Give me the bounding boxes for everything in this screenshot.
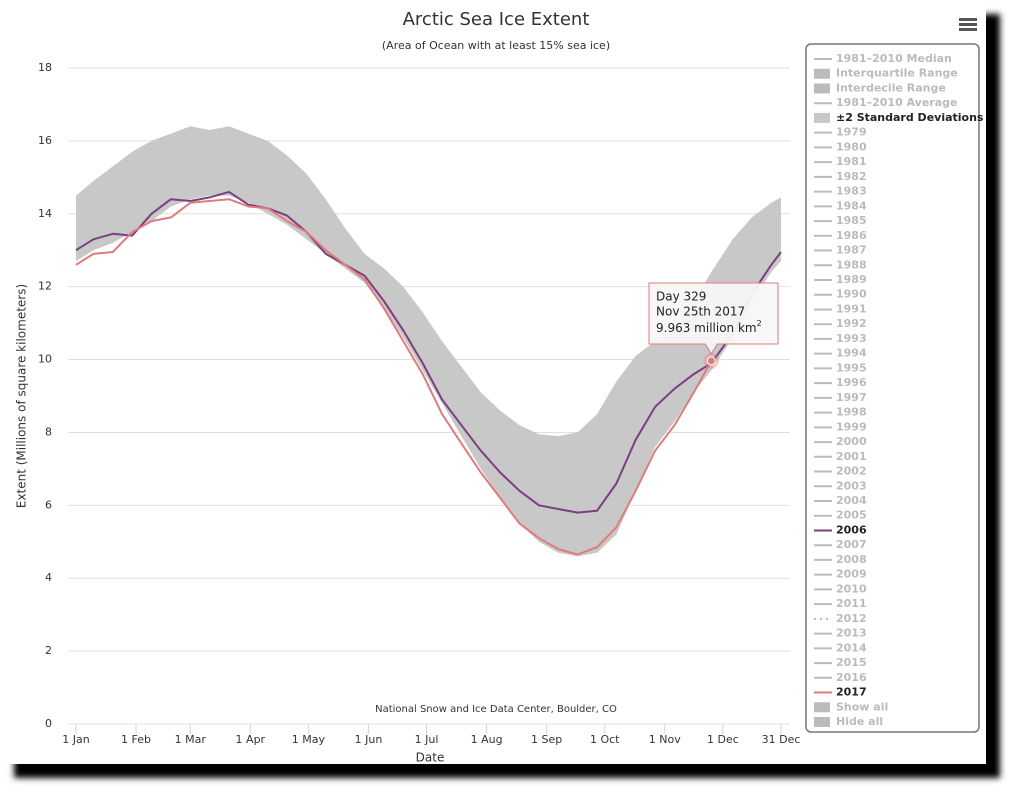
legend-button[interactable]: Hide all <box>836 715 883 728</box>
x-tick-label: 1 Apr <box>236 733 266 746</box>
x-tick-label: 1 Jan <box>62 733 89 746</box>
legend-label[interactable]: 1994 <box>836 347 867 360</box>
legend-label[interactable]: 2014 <box>836 641 867 654</box>
std-dev-band <box>76 126 781 557</box>
legend-label[interactable]: 2016 <box>836 671 867 684</box>
legend-label[interactable]: 2015 <box>836 656 867 669</box>
legend-label[interactable]: 2002 <box>836 465 867 478</box>
x-tick-label: 1 Nov <box>649 733 681 746</box>
tooltip-value: 9.963 million km2 <box>656 319 762 335</box>
x-tick-label: 1 Sep <box>531 733 562 746</box>
x-tick-label: 1 Feb <box>121 733 151 746</box>
legend-label[interactable]: 1980 <box>836 140 867 153</box>
legend-label[interactable]: 1996 <box>836 376 867 389</box>
legend-label[interactable]: 2017 <box>836 686 867 699</box>
legend-label[interactable]: 2004 <box>836 494 867 507</box>
legend-button-symbol <box>814 702 830 713</box>
y-tick-label: 14 <box>38 207 52 220</box>
legend-label[interactable]: 1981–2010 Average <box>836 96 958 109</box>
legend-label[interactable]: 2001 <box>836 450 867 463</box>
legend-label[interactable]: 1992 <box>836 317 867 330</box>
legend-label[interactable]: 1997 <box>836 391 867 404</box>
legend-label[interactable]: 2011 <box>836 597 867 610</box>
chart: Arctic Sea Ice Extent (Area of Ocean wit… <box>15 9 984 765</box>
legend-label[interactable]: 1990 <box>836 288 867 301</box>
x-tick-label: 1 Jun <box>355 733 383 746</box>
x-tick-label: 1 Dec <box>707 733 739 746</box>
legend-label[interactable]: 1984 <box>836 199 867 212</box>
legend-label[interactable]: Interquartile Range <box>836 67 958 80</box>
legend-label[interactable]: 1985 <box>836 214 867 227</box>
legend-label[interactable]: 2000 <box>836 435 867 448</box>
tooltip-date: Nov 25th 2017 <box>656 305 745 319</box>
series-line <box>75 190 782 514</box>
legend-label[interactable]: 2005 <box>836 509 867 522</box>
legend-label[interactable]: 1983 <box>836 185 867 198</box>
legend-button[interactable]: Show all <box>836 700 888 713</box>
legend-label[interactable]: 2008 <box>836 553 867 566</box>
y-tick-label: 12 <box>38 280 52 293</box>
legend-label[interactable]: 1988 <box>836 258 867 271</box>
x-tick-label: 31 Dec <box>762 733 801 746</box>
y-tick-label: 0 <box>45 717 52 730</box>
tooltip-value-text: 9.963 million km <box>656 321 757 335</box>
legend-label[interactable]: 2013 <box>836 627 867 640</box>
legend-label[interactable]: 1981–2010 Median <box>836 52 952 65</box>
legend-label[interactable]: 2009 <box>836 568 867 581</box>
legend-label[interactable]: 1995 <box>836 361 867 374</box>
legend-button-symbol <box>814 717 830 727</box>
legend-label[interactable]: 1987 <box>836 244 867 257</box>
legend-label[interactable]: 1986 <box>836 229 867 242</box>
legend-label[interactable]: 2012 <box>836 612 867 625</box>
legend-label[interactable]: 1979 <box>836 126 867 139</box>
y-tick-label: 8 <box>45 425 52 438</box>
legend-label[interactable]: ±2 Standard Deviations <box>836 111 984 124</box>
y-tick-label: 6 <box>45 498 52 511</box>
tooltip-value-sup: 2 <box>757 319 762 328</box>
chart-title: Arctic Sea Ice Extent <box>403 9 590 30</box>
legend-label[interactable]: 1999 <box>836 420 867 433</box>
legend-label[interactable]: Interdecile Range <box>836 81 946 94</box>
hover-point <box>706 356 716 366</box>
legend-symbol <box>814 83 830 94</box>
legend-label[interactable]: 2003 <box>836 479 867 492</box>
legend-label[interactable]: 1981 <box>836 155 867 168</box>
y-axis-label: Extent (Millions of square kilometers) <box>15 284 29 508</box>
legend-symbol <box>814 112 830 123</box>
credit: National Snow and Ice Data Center, Bould… <box>375 704 617 715</box>
menu-icon[interactable] <box>959 18 977 31</box>
chart-subtitle: (Area of Ocean with at least 15% sea ice… <box>382 39 610 52</box>
x-tick-label: 1 Jul <box>415 733 439 746</box>
x-tick-label: 1 May <box>292 733 326 746</box>
x-tick-label: 1 Mar <box>175 733 207 746</box>
legend-label[interactable]: 1991 <box>836 302 867 315</box>
x-tick-label: 1 Oct <box>590 733 620 746</box>
y-tick-label: 18 <box>38 61 52 74</box>
x-axis-label: Date <box>416 751 445 765</box>
legend-label[interactable]: 1993 <box>836 332 867 345</box>
legend-label[interactable]: 1982 <box>836 170 867 183</box>
menu-bar <box>959 28 977 31</box>
legend-label[interactable]: 2007 <box>836 538 867 551</box>
y-tick-label: 4 <box>45 571 52 584</box>
tooltip-title: Day 329 <box>656 290 706 304</box>
y-tick-label: 10 <box>38 353 52 366</box>
legend-label[interactable]: 1989 <box>836 273 867 286</box>
menu-bar <box>959 23 977 26</box>
menu-bar <box>959 18 977 21</box>
tooltip-box <box>648 282 779 355</box>
legend-label[interactable]: 1998 <box>836 406 867 419</box>
legend-box <box>805 43 980 733</box>
y-tick-label: 2 <box>45 644 52 657</box>
y-tick-label: 16 <box>38 134 52 147</box>
legend-label[interactable]: 2010 <box>836 582 867 595</box>
legend-label[interactable]: 2006 <box>836 523 867 536</box>
legend-symbol <box>814 68 830 79</box>
x-tick-label: 1 Aug <box>471 733 503 746</box>
series-line <box>75 198 713 556</box>
